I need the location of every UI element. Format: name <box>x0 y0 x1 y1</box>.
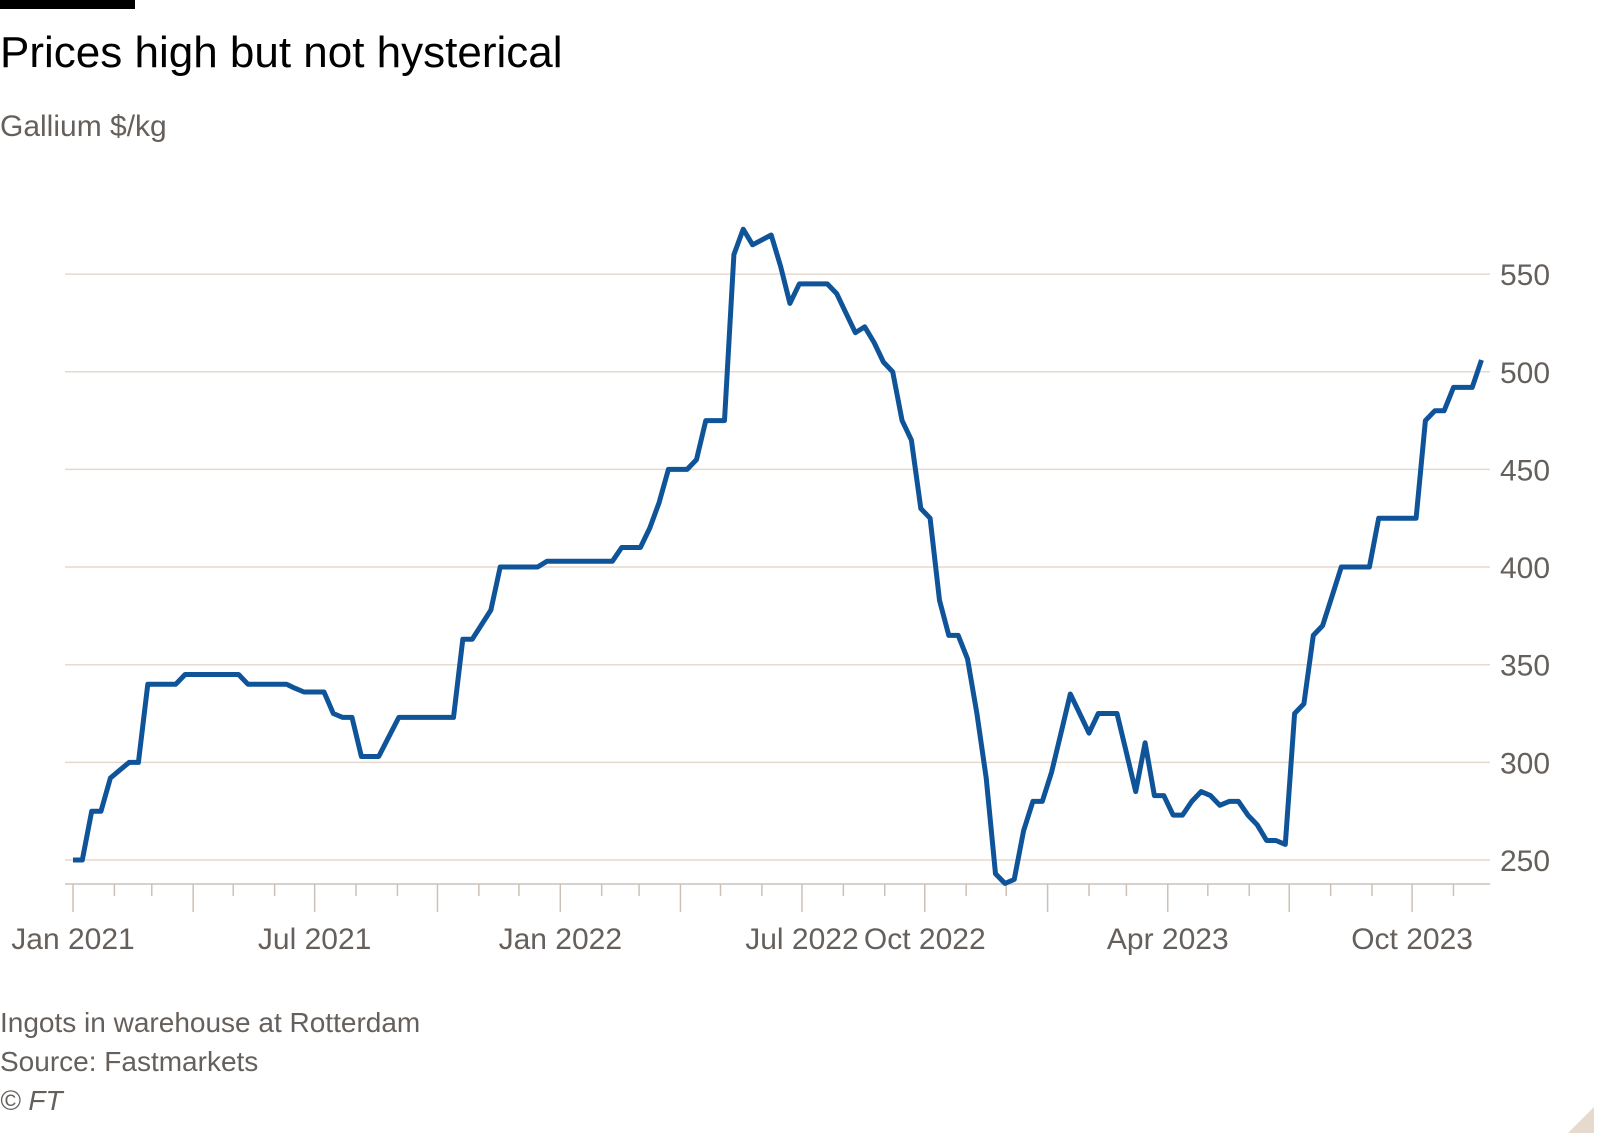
grid-lines <box>65 273 1490 861</box>
x-tick-label: Jul 2021 <box>258 923 371 956</box>
gallium-price-line <box>73 226 1484 886</box>
chart-title: Prices high but not hysterical <box>0 28 563 77</box>
x-axis: Jan 2021 Jul 2021 Jan 2022 Jul 2022 Oct 2022… <box>11 883 1490 956</box>
y-tick-label: 450 <box>1500 454 1550 487</box>
y-tick-label: 300 <box>1500 747 1550 780</box>
x-tick-label: Jul 2022 <box>745 923 858 956</box>
copyright: © FT <box>0 1085 63 1116</box>
brand-bar <box>0 0 135 9</box>
y-tick-label: 350 <box>1500 650 1550 683</box>
corner-mark <box>1568 1107 1594 1133</box>
x-tick-label: Oct 2022 <box>864 923 986 956</box>
x-tick-label: Oct 2023 <box>1351 923 1473 956</box>
y-axis: 250 300 350 400 450 500 550 <box>1500 259 1550 878</box>
x-tick-label: Jan 2022 <box>499 923 622 956</box>
y-tick-label: 400 <box>1500 552 1550 585</box>
x-tick-label: Apr 2023 <box>1107 923 1229 956</box>
y-tick-label: 550 <box>1500 259 1550 292</box>
x-tick-label: Jan 2021 <box>11 923 134 956</box>
y-tick-label: 500 <box>1500 357 1550 390</box>
source: Source: Fastmarkets <box>0 1046 259 1077</box>
y-tick-label: 250 <box>1500 845 1550 878</box>
chart-subtitle: Gallium $/kg <box>0 110 167 143</box>
footnote: Ingots in warehouse at Rotterdam <box>0 1007 421 1038</box>
